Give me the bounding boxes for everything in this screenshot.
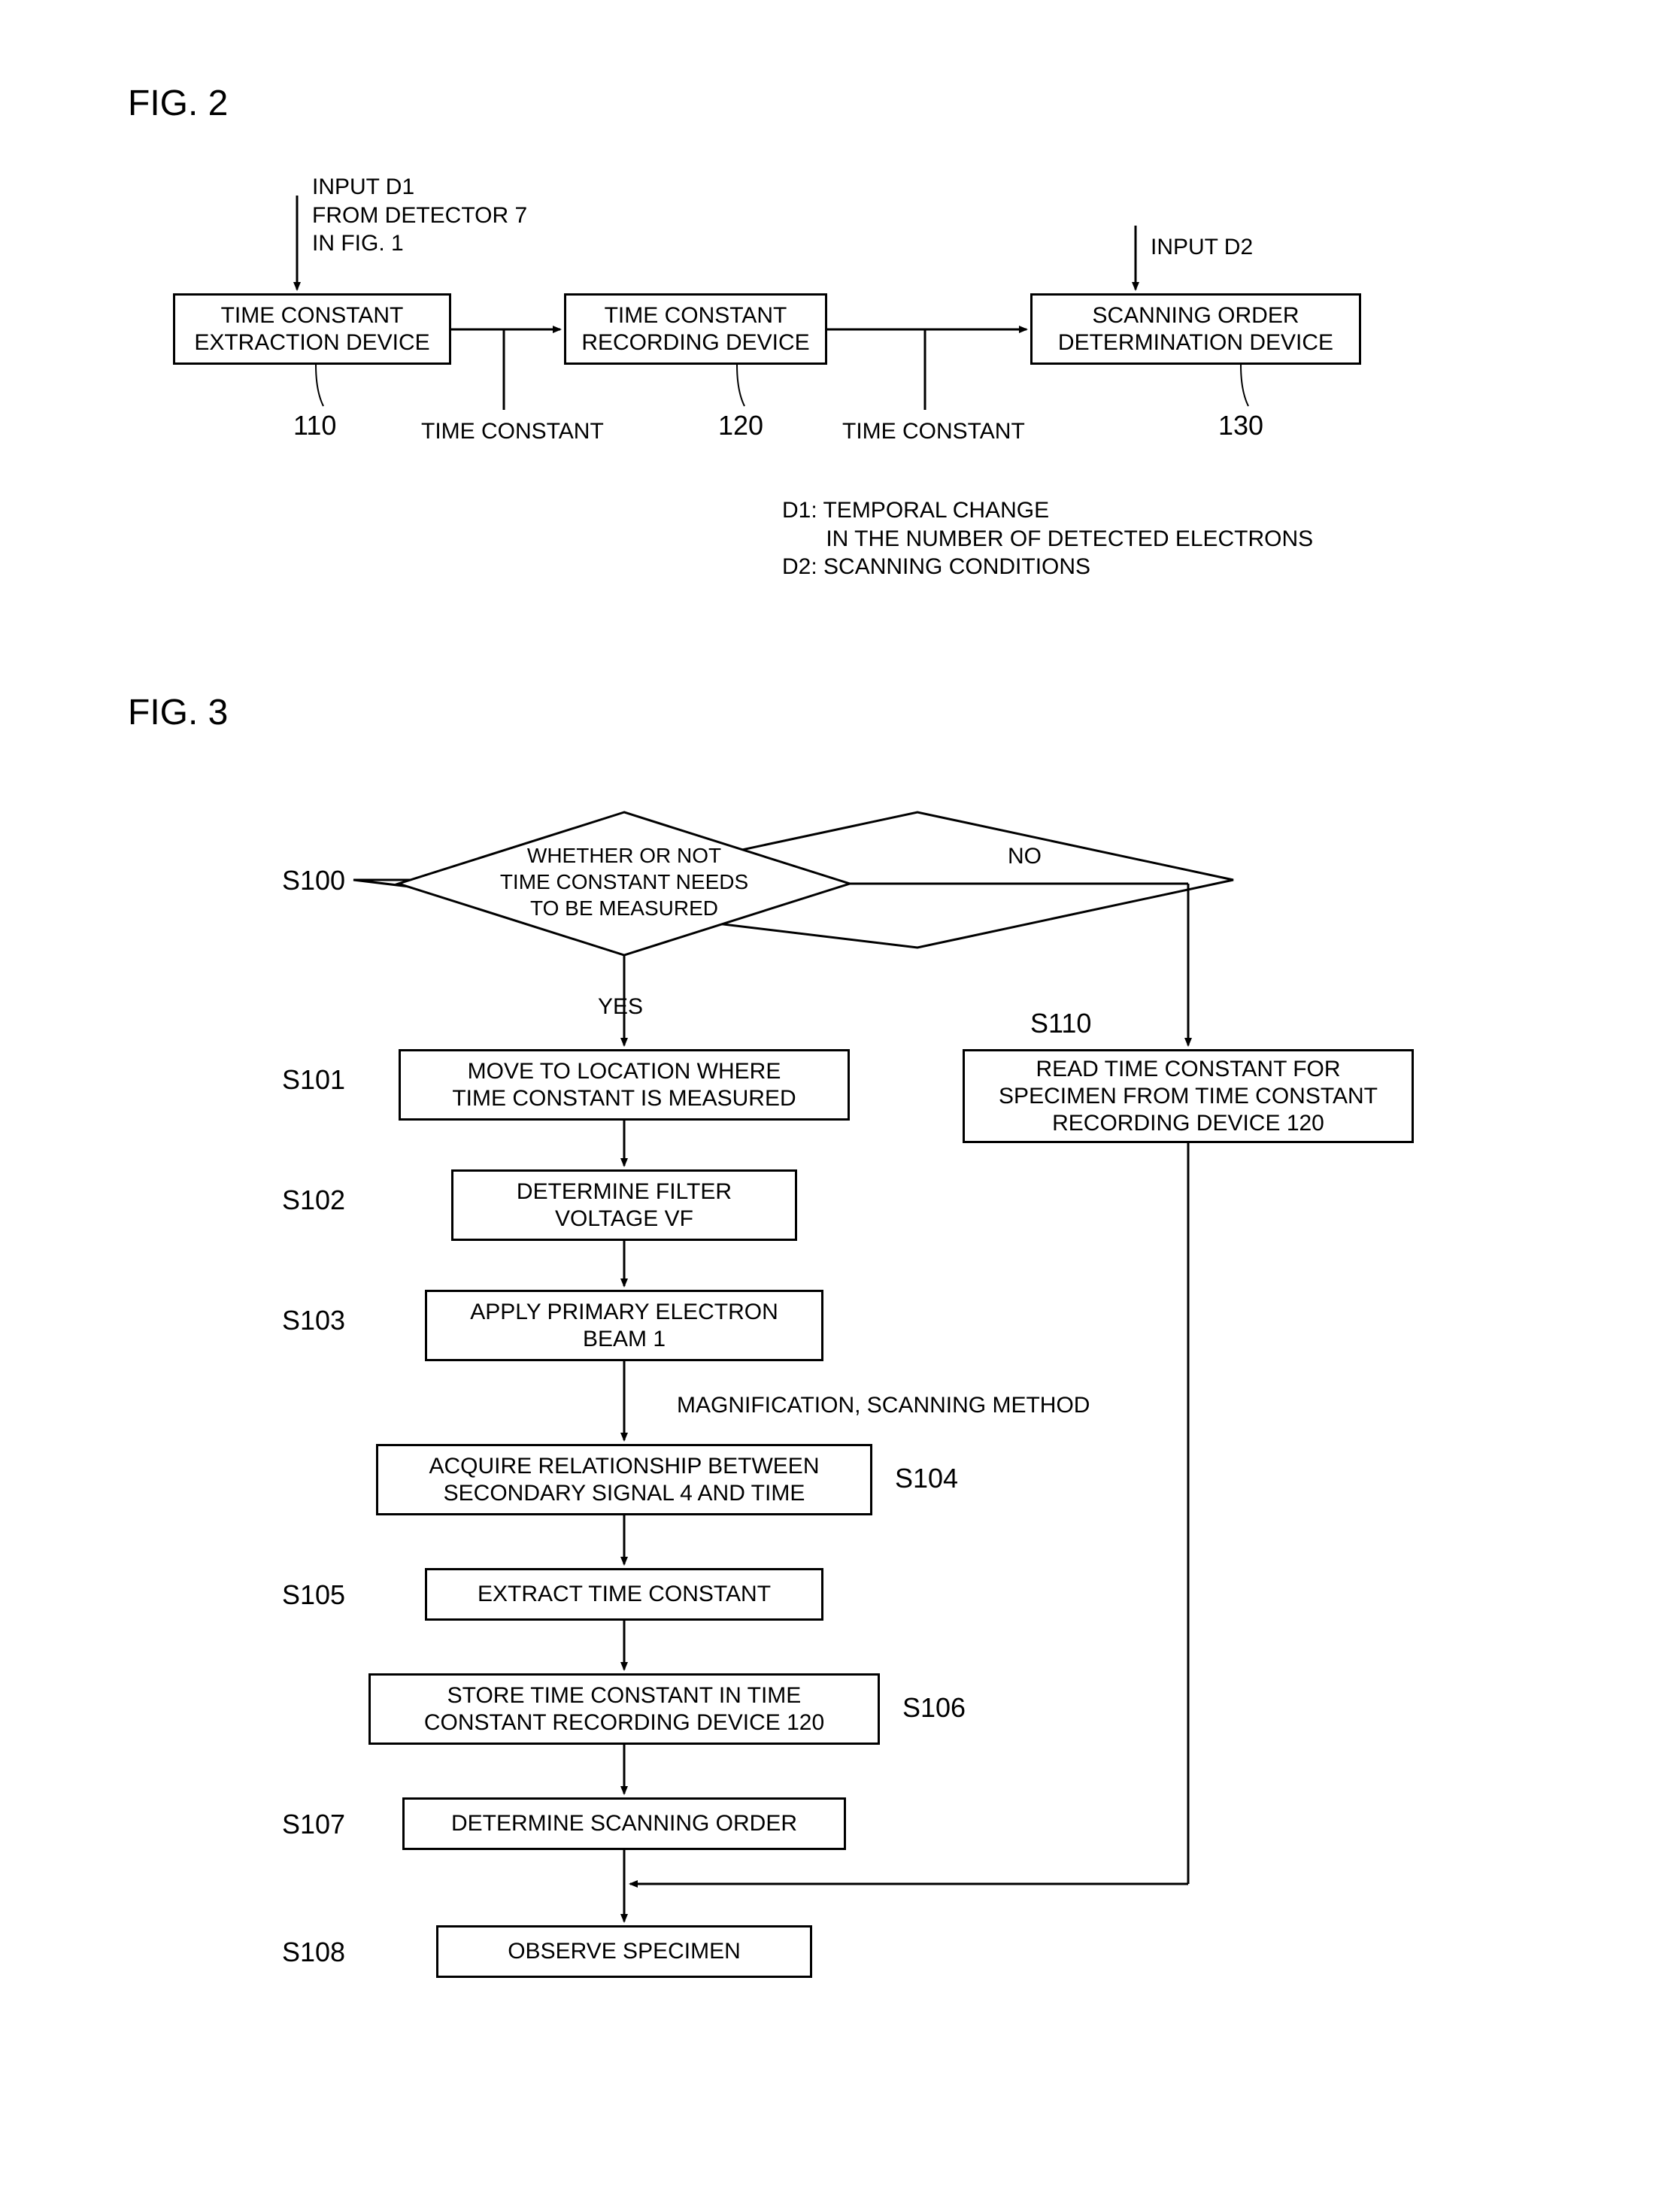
fig3-decision-text: WHETHER OR NOT TIME CONSTANT NEEDS TO BE…: [493, 842, 756, 921]
fig3-arrows: [0, 0, 1680, 2199]
